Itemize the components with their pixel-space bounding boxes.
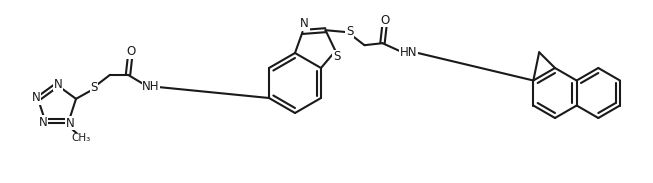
Text: S: S <box>333 51 340 64</box>
Text: N: N <box>54 77 63 91</box>
Text: N: N <box>65 117 74 130</box>
Text: N: N <box>39 116 48 129</box>
Text: CH₃: CH₃ <box>71 133 90 143</box>
Text: S: S <box>90 81 98 94</box>
Text: NH: NH <box>142 80 160 93</box>
Text: S: S <box>346 25 353 38</box>
Text: HN: HN <box>400 46 417 59</box>
Text: O: O <box>381 14 390 27</box>
Text: O: O <box>127 45 136 58</box>
Text: N: N <box>300 17 309 30</box>
Text: N: N <box>31 91 40 104</box>
